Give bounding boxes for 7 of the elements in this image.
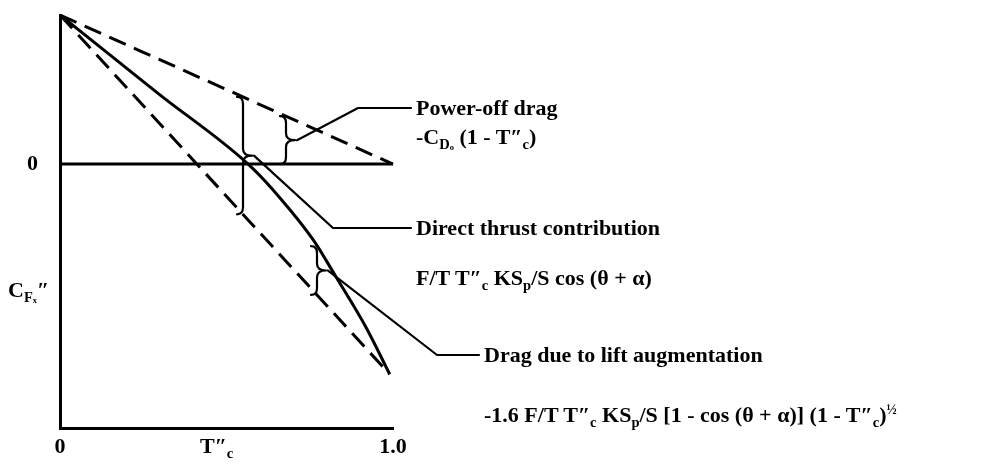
text: Power-off drag -C$_{Dₒ}$ (1 - T″$_{c}$) — [416, 95, 558, 152]
x-axis-title: T″$_{c}$ — [200, 433, 234, 461]
text: Drag due to lift augmentation -1.6 F/T T″$_{c}$ KS$_{p}$/S [1 - cos (θ + α)] (1 - T″$_{c}$)$^{½}$ — [484, 342, 897, 430]
x-tick-label: 1.0 — [379, 432, 407, 458]
ref-line-label: 0 — [27, 149, 38, 175]
y-axis-title: C$_{Fₓ}$″ — [8, 277, 50, 306]
text: Direct thrust contribution F/T T″$_{c}$ KS$_{p}$/S cos (θ + α) — [416, 215, 661, 293]
